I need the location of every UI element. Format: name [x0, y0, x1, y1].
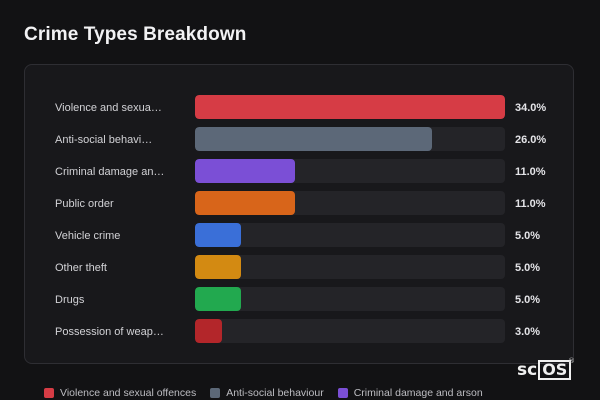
legend-label: Anti-social behaviour — [226, 387, 324, 399]
logo-prefix: sc — [517, 360, 538, 380]
scos-logo: sc OS — [517, 360, 572, 380]
category-label: Drugs — [55, 294, 85, 306]
legend-item[interactable]: Violence and sexual offences — [44, 386, 196, 400]
bar-row: Criminal damage an… 11.0% — [25, 159, 573, 185]
legend-swatch — [44, 388, 54, 398]
bar-row: Public order 11.0% — [25, 191, 573, 217]
registered-mark: ® — [568, 357, 575, 365]
bar-track — [195, 127, 505, 151]
legend-label: Criminal damage and arson — [353, 387, 483, 399]
bar-track — [195, 191, 505, 215]
chart-legend: Violence and sexual offences Anti-social … — [44, 386, 483, 400]
bar-row: Violence and sexua… 34.0% — [25, 95, 573, 121]
category-label: Public order — [55, 198, 114, 210]
value-label: 34.0% — [515, 102, 547, 114]
category-label: Criminal damage an… — [55, 166, 165, 178]
bar-row: Possession of weap… 3.0% — [25, 319, 573, 345]
chart-title: Crime Types Breakdown — [24, 24, 247, 45]
category-label: Anti-social behavi… — [55, 134, 153, 146]
bar[interactable] — [195, 287, 241, 311]
value-label: 26.0% — [515, 134, 547, 146]
chart-card: Violence and sexua… 34.0% Anti-social beha… — [24, 64, 574, 364]
value-label: 5.0% — [515, 262, 541, 274]
category-label: Violence and sexua… — [55, 102, 162, 114]
value-label: 11.0% — [515, 198, 546, 210]
category-label: Other theft — [55, 262, 107, 274]
value-label: 11.0% — [515, 166, 546, 178]
legend-item[interactable]: Anti-social behaviour — [210, 386, 324, 400]
bar-track — [195, 223, 505, 247]
bar-track — [195, 319, 505, 343]
bar-row: Other theft 5.0% — [25, 255, 573, 281]
bar[interactable] — [195, 159, 295, 183]
bar[interactable] — [195, 223, 241, 247]
bar-row: Vehicle crime 5.0% — [25, 223, 573, 249]
legend-label: Violence and sexual offences — [60, 387, 197, 399]
legend-item[interactable]: Criminal damage and arson — [337, 386, 483, 400]
value-label: 3.0% — [515, 326, 541, 338]
category-label: Vehicle crime — [55, 230, 121, 242]
bar-row: Drugs 5.0% — [25, 287, 573, 313]
bar-row: Anti-social behavi… 26.0% — [25, 127, 573, 153]
bar[interactable] — [195, 319, 222, 343]
category-label: Possession of weap… — [55, 326, 164, 338]
bar-track — [195, 255, 505, 279]
bar[interactable] — [195, 191, 295, 215]
bar-track — [195, 159, 505, 183]
bar-track — [195, 287, 505, 311]
bar[interactable] — [195, 95, 505, 119]
bar[interactable] — [195, 255, 241, 279]
bar[interactable] — [195, 127, 432, 151]
legend-swatch — [210, 388, 221, 398]
value-label: 5.0% — [515, 294, 541, 306]
legend-swatch — [337, 388, 348, 398]
logo-boxed-text: OS — [538, 360, 572, 380]
bar-track — [195, 95, 505, 119]
value-label: 5.0% — [515, 230, 541, 242]
